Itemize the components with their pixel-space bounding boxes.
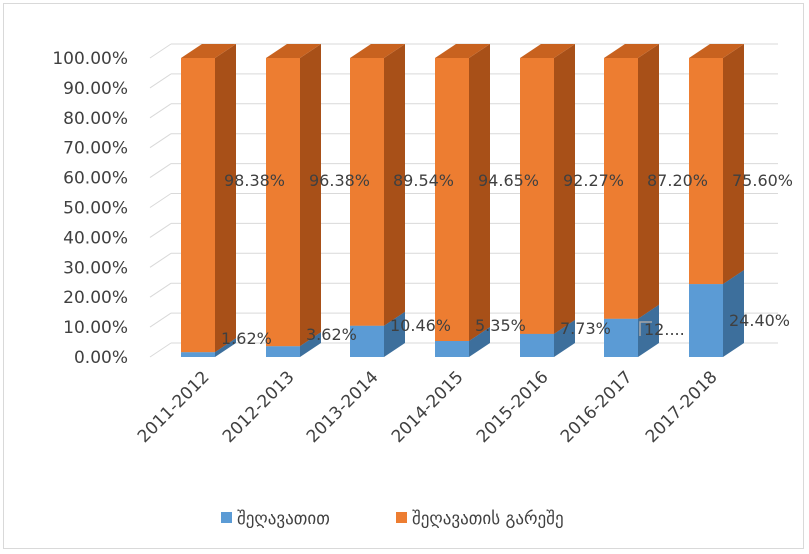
data-label: 12.... bbox=[644, 320, 685, 339]
bar-segment-shegavatis-gareshe-side bbox=[723, 44, 744, 285]
gridline-depth bbox=[149, 252, 172, 268]
bar-segment-shegavatit-side bbox=[300, 332, 321, 357]
bar-segment-shegavatis-gareshe-top bbox=[689, 44, 744, 58]
gridline-depth bbox=[149, 73, 172, 89]
gridline-depth bbox=[149, 312, 172, 328]
data-label: 5.35% bbox=[475, 316, 526, 335]
bar-segment-shegavatis-gareshe-top bbox=[604, 44, 659, 58]
bar-segment-shegavatis-gareshe-top bbox=[435, 44, 490, 58]
bar-segment-shegavatit bbox=[350, 325, 384, 357]
bars bbox=[181, 44, 744, 357]
x-tick-label: 2012-2013 bbox=[219, 367, 299, 447]
x-tick-label: 2011-2012 bbox=[134, 367, 214, 447]
legend: შეღავათით შეღავათის გარეშე bbox=[221, 509, 564, 529]
gridline-depth bbox=[149, 103, 172, 119]
y-tick-label: 20.00% bbox=[63, 288, 128, 308]
legend-item-shegavatis-gareshe-label: შეღავათის გარეშე bbox=[412, 509, 564, 529]
bar-segment-shegavatis-gareshe-side bbox=[554, 44, 575, 334]
y-tick-label: 100.00% bbox=[52, 49, 128, 69]
bar-segment-shegavatis-gareshe-top bbox=[350, 44, 405, 58]
bar-segment-shegavatis-gareshe-side bbox=[384, 44, 405, 326]
data-label: 89.54% bbox=[393, 171, 454, 190]
data-label: 94.65% bbox=[478, 171, 539, 190]
bar-segment-shegavatit bbox=[604, 318, 638, 357]
data-label: 87.20% bbox=[647, 171, 708, 190]
y-tick-label: 90.00% bbox=[63, 79, 128, 99]
bar-segment-shegavatit-side bbox=[638, 304, 659, 357]
bar-segment-shegavatis-gareshe bbox=[266, 58, 300, 347]
x-axis-ticks: 2011-2012 2012-2013 2013-2014 2014-2015 2015… bbox=[134, 367, 722, 447]
y-tick-label: 50.00% bbox=[63, 199, 128, 219]
y-tick-label: 0.00% bbox=[74, 348, 128, 368]
bar-segment-shegavatit bbox=[435, 341, 469, 357]
bar-segment-shegavatit-side bbox=[723, 270, 744, 357]
legend-item-shegavatit-label: შეღავათით bbox=[237, 509, 330, 529]
bar-segment-shegavatit bbox=[689, 284, 723, 357]
bar-segment-shegavatis-gareshe-side bbox=[300, 44, 321, 347]
bar-segment-shegavatis-gareshe bbox=[350, 58, 384, 326]
gridline-depth bbox=[149, 193, 172, 208]
data-label: 96.38% bbox=[309, 171, 370, 190]
y-axis-ticks: 0.00% 10.00% 20.00% 30.00% 40.00% 50.00% 60.00… bbox=[52, 49, 128, 368]
bar-segment-shegavatit bbox=[520, 333, 554, 357]
bar-segment-shegavatit-side bbox=[384, 311, 405, 357]
data-labels: 98.38% 1.62% 96.38% 3.62% 89.54% 10.46% 94.65%… bbox=[221, 171, 793, 348]
data-label: 10.46% bbox=[390, 316, 451, 335]
x-tick-label: 2017-2018 bbox=[642, 367, 722, 447]
data-label: 92.27% bbox=[563, 171, 624, 190]
data-label: 7.73% bbox=[560, 319, 611, 338]
y-tick-label: 70.00% bbox=[63, 139, 128, 159]
bar-segment-shegavatis-gareshe bbox=[689, 58, 723, 285]
gridline-depth bbox=[149, 342, 172, 358]
x-tick-label: 2016-2017 bbox=[557, 367, 637, 447]
bar-segment-shegavatit bbox=[266, 346, 300, 357]
bar-segment-shegavatis-gareshe-side bbox=[215, 44, 236, 353]
y-tick-label: 40.00% bbox=[63, 228, 128, 248]
y-tick-label: 60.00% bbox=[63, 169, 128, 189]
bar-segment-shegavatit-side bbox=[554, 319, 575, 357]
gridline-depth bbox=[149, 43, 172, 59]
leader-line bbox=[639, 321, 652, 336]
bar-segment-shegavatis-gareshe bbox=[181, 58, 215, 353]
y-tick-label: 10.00% bbox=[63, 318, 128, 338]
y-tick-label: 30.00% bbox=[63, 258, 128, 278]
bar-segment-shegavatis-gareshe bbox=[604, 58, 638, 319]
x-tick-label: 2015-2016 bbox=[473, 367, 553, 447]
bar-segment-shegavatis-gareshe-side bbox=[638, 44, 659, 319]
gridline-depth bbox=[149, 222, 172, 238]
bar-segment-shegavatis-gareshe-side bbox=[469, 44, 490, 342]
bar-segment-shegavatis-gareshe-top bbox=[181, 44, 236, 58]
bar-segment-shegavatis-gareshe-top bbox=[266, 44, 321, 58]
x-tick-label: 2013-2014 bbox=[303, 367, 383, 447]
data-label: 3.62% bbox=[306, 325, 357, 344]
legend-item-shegavatis-gareshe-swatch bbox=[396, 512, 407, 523]
data-label: 1.62% bbox=[221, 329, 272, 348]
data-label: 98.38% bbox=[224, 171, 285, 190]
bar-segment-shegavatis-gareshe bbox=[435, 58, 469, 342]
bar-segment-shegavatit-side bbox=[469, 327, 490, 357]
bar-segment-shegavatis-gareshe bbox=[520, 58, 554, 334]
legend-item-shegavatit-swatch bbox=[221, 512, 232, 523]
bar-segment-shegavatis-gareshe-top bbox=[520, 44, 575, 58]
y-tick-label: 80.00% bbox=[63, 109, 128, 129]
bar-segment-shegavatit-side bbox=[215, 338, 236, 357]
bar-segment-shegavatit bbox=[181, 352, 215, 357]
gridline-depth bbox=[149, 163, 172, 179]
data-label: 24.40% bbox=[729, 311, 790, 330]
gridline-depth bbox=[149, 282, 172, 298]
gridline-depth bbox=[149, 133, 172, 149]
x-tick-label: 2014-2015 bbox=[388, 367, 468, 447]
data-label: 75.60% bbox=[732, 171, 793, 190]
